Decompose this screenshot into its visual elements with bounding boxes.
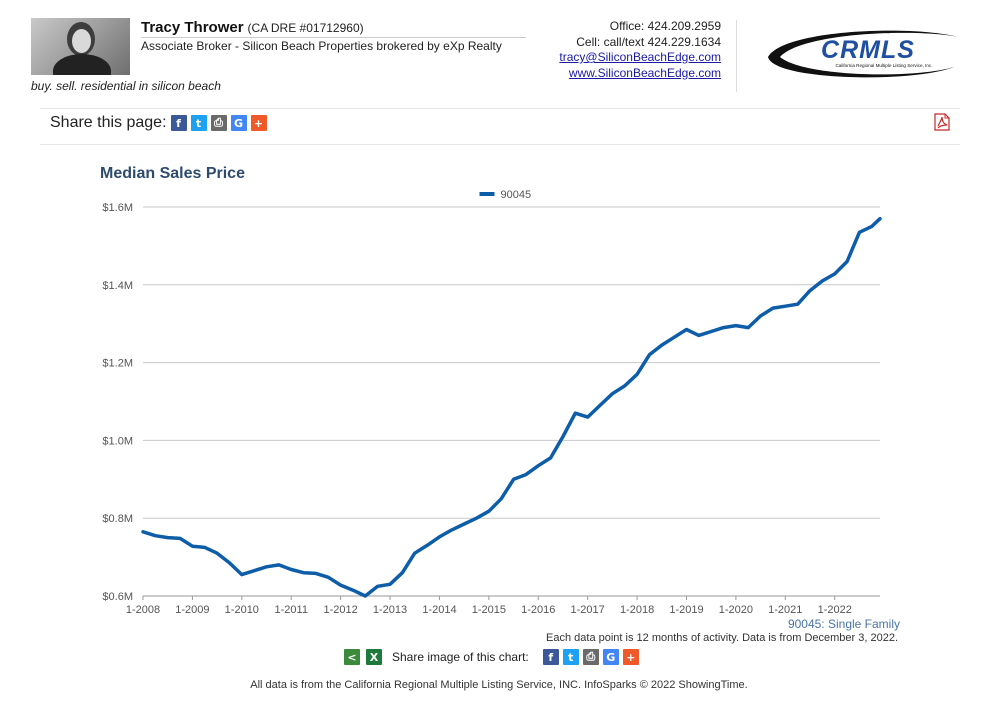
- excel-icon[interactable]: X: [366, 649, 382, 665]
- share-image-row: < X Share image of this chart: f t ⎙ G +: [344, 649, 639, 665]
- share-bar: [40, 108, 960, 145]
- logo-subtext: California Regional Multiple Listing Ser…: [835, 63, 932, 68]
- facebook-icon[interactable]: f: [542, 649, 559, 665]
- footer-text: All data is from the California Regional…: [250, 679, 748, 691]
- x-tick-label: 1-2008: [126, 604, 160, 616]
- x-tick-label: 1-2010: [225, 604, 259, 616]
- chart-subtitle: 90045: Single Family: [787, 617, 900, 631]
- share-page: Share this page: f t ⎙ G +: [50, 114, 267, 132]
- x-tick-label: 1-2013: [373, 604, 407, 616]
- twitter-icon[interactable]: t: [562, 649, 579, 665]
- cell-phone: Cell: call/text 424.229.1634: [576, 34, 721, 49]
- agent-dre: (CA DRE #01712960): [247, 21, 364, 35]
- share-icon[interactable]: <: [344, 649, 360, 665]
- print-icon[interactable]: ⎙: [582, 649, 599, 665]
- google-icon[interactable]: G: [230, 115, 247, 131]
- agent-photo: [31, 18, 130, 75]
- legend-label: 90045: [501, 189, 532, 201]
- logo-text: CRMLS: [821, 36, 915, 64]
- website-link[interactable]: www.SiliconBeachEdge.com: [568, 65, 721, 80]
- twitter-icon[interactable]: t: [190, 115, 207, 131]
- x-tick-label: 1-2009: [175, 604, 209, 616]
- y-tick-label: $1.0M: [102, 435, 133, 447]
- x-tick-label: 1-2011: [275, 604, 308, 616]
- y-tick-label: $1.2M: [102, 358, 133, 370]
- chart-note: Each data point is 12 months of activity…: [546, 632, 898, 644]
- print-icon[interactable]: ⎙: [210, 115, 227, 131]
- x-tick-label: 1-2012: [323, 604, 357, 616]
- x-tick-label: 1-2014: [422, 604, 456, 616]
- x-tick-label: 1-2022: [818, 604, 852, 616]
- share-image-label: Share image of this chart:: [392, 650, 529, 664]
- x-tick-label: 1-2017: [571, 604, 605, 616]
- y-tick-label: $0.6M: [102, 591, 133, 603]
- google-icon[interactable]: G: [602, 649, 619, 665]
- agent-name: Tracy Thrower (CA DRE #01712960): [141, 19, 364, 36]
- agent-tagline: buy. sell. residential in silicon beach: [31, 79, 221, 93]
- chart-title: Median Sales Price: [100, 165, 245, 182]
- x-tick-label: 1-2021: [768, 604, 802, 616]
- x-tick-label: 1-2015: [472, 604, 506, 616]
- office-phone: Office: 424.209.2959: [609, 19, 721, 33]
- facebook-icon[interactable]: f: [170, 115, 187, 131]
- crmls-logo: CRMLS California Regional Multiple Listi…: [768, 30, 958, 78]
- x-tick-label: 1-2016: [521, 604, 555, 616]
- share-page-label: Share this page:: [50, 114, 167, 131]
- x-tick-label: 1-2020: [719, 604, 753, 616]
- plus-icon[interactable]: +: [250, 115, 267, 131]
- y-tick-label: $1.4M: [102, 280, 133, 292]
- agent-title: Associate Broker - Silicon Beach Propert…: [141, 39, 502, 53]
- contact-block: Office: 424.209.2959 Cell: call/text 424…: [559, 19, 721, 81]
- pdf-icon[interactable]: [934, 113, 950, 131]
- x-tick-label: 1-2019: [669, 604, 703, 616]
- y-tick-label: $1.6M: [102, 202, 133, 214]
- plus-icon[interactable]: +: [622, 649, 639, 665]
- divider: [736, 20, 737, 92]
- series-line-90045: [141, 216, 882, 598]
- divider: [141, 37, 526, 38]
- y-tick-label: $0.8M: [102, 513, 133, 525]
- email-link[interactable]: tracy@SiliconBeachEdge.com: [559, 50, 721, 64]
- x-tick-label: 1-2018: [620, 604, 654, 616]
